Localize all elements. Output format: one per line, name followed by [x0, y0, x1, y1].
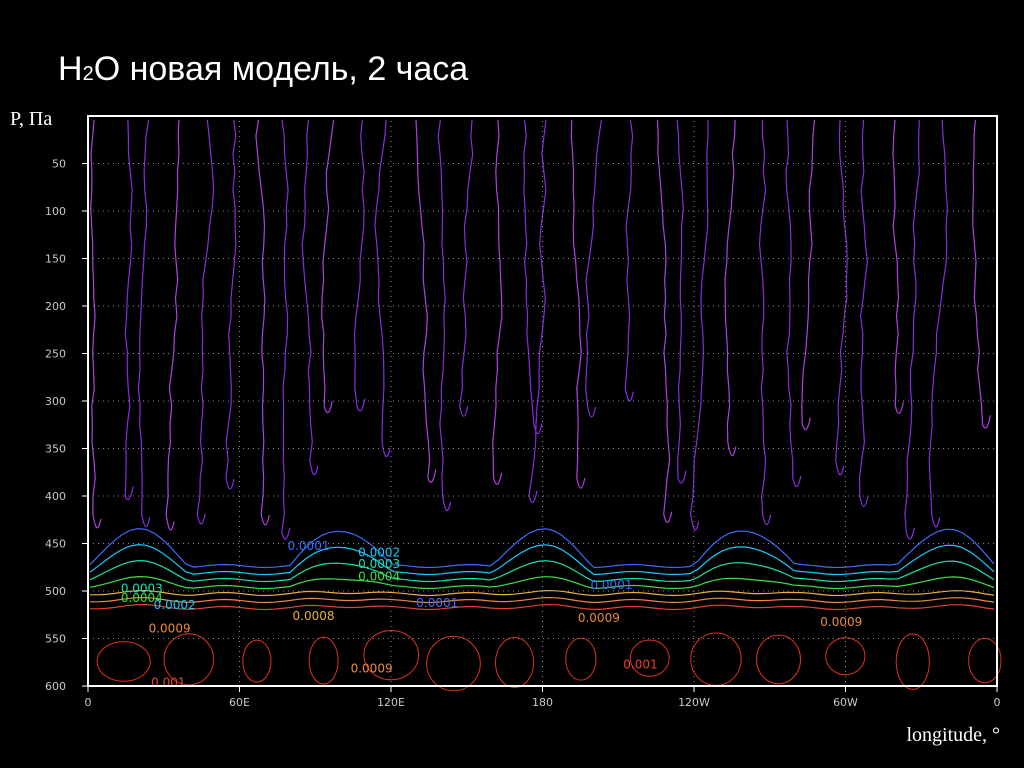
contour-line	[353, 119, 366, 412]
contour-line	[90, 119, 102, 529]
y-axis-label: P, Па	[10, 108, 52, 130]
contour-line	[165, 119, 180, 531]
contour-line	[124, 119, 134, 501]
contour-line	[523, 119, 543, 435]
y-tick-label: 150	[45, 253, 66, 266]
y-tick-label: 250	[45, 348, 66, 361]
contour-label: 0.001	[151, 676, 185, 690]
contour-label: 0.0004	[121, 591, 163, 605]
contour-blob	[308, 636, 339, 685]
contour-label: 0.001	[623, 658, 657, 672]
x-tick-label: 60W	[833, 696, 858, 709]
level-contour	[90, 603, 995, 611]
contour-blob	[426, 635, 481, 692]
contour-label: 0.0001	[416, 596, 458, 610]
contour-line	[437, 119, 452, 511]
y-tick-label: 100	[45, 205, 66, 218]
level-contour	[89, 527, 995, 569]
y-tick-label: 550	[45, 633, 66, 646]
title-part: H	[58, 50, 83, 88]
contour-label: 0.0002	[154, 598, 196, 612]
contour-blob	[825, 637, 866, 676]
contour-blob	[163, 633, 215, 686]
contour-blob	[629, 639, 670, 677]
contour-blob	[565, 637, 597, 681]
contour-line	[724, 119, 737, 456]
contour-label: 0.0009	[149, 622, 191, 636]
x-tick-label: 120E	[377, 696, 405, 709]
x-tick-label: 60E	[229, 696, 250, 709]
contour-line	[196, 119, 215, 525]
contour-label: 0.0003	[358, 557, 400, 571]
x-tick-label: 180	[532, 696, 553, 709]
contour-blob	[363, 629, 420, 681]
contour-blob	[968, 637, 1002, 684]
contour-line	[225, 119, 237, 490]
contour-line	[492, 119, 503, 485]
x-tick-label: 0	[85, 696, 92, 709]
contour-blob	[96, 641, 151, 682]
plot-frame	[87, 115, 998, 687]
contour-label: 0.0009	[351, 661, 393, 675]
contour-label: 0.0002	[358, 546, 400, 560]
contour-label: 0.0001	[590, 578, 632, 592]
contour-line	[835, 119, 848, 476]
slide-title: H2O новая модель, 2 часа	[58, 50, 468, 88]
contour-line	[415, 119, 437, 483]
contour-line	[301, 119, 319, 475]
contour-label: 0.0009	[578, 611, 620, 625]
contour-line	[785, 119, 802, 488]
y-tick-label: 500	[45, 585, 66, 598]
contour-line	[928, 119, 949, 528]
contour-line	[585, 119, 603, 418]
y-tick-label: 200	[45, 300, 66, 313]
y-tick-label: 350	[45, 443, 66, 456]
y-tick-label: 300	[45, 395, 66, 408]
contour-label: 0.0009	[820, 615, 862, 629]
contour-line	[255, 119, 270, 526]
contour-line	[972, 119, 992, 429]
contour-line	[690, 119, 709, 531]
contour-line	[676, 119, 687, 484]
contour-line	[281, 119, 291, 540]
contour-line	[892, 119, 904, 414]
level-contour	[90, 596, 995, 604]
y-tick-label: 400	[45, 490, 66, 503]
contour-line	[459, 119, 474, 417]
contour-blob	[756, 634, 802, 685]
contour-line	[624, 119, 634, 402]
contour-label: 0.0008	[293, 609, 335, 623]
contour-labels: 0.0001 0.00020.00030.00040.00030.00040.00…	[121, 539, 862, 690]
contour-line	[801, 119, 816, 431]
contour-label: 0.0003	[121, 582, 163, 596]
level-contour	[89, 543, 995, 576]
title-part: O новая модель, 2 часа	[94, 50, 469, 88]
contour-line	[758, 119, 772, 526]
contour-lines	[89, 119, 1002, 692]
contour-line	[858, 119, 869, 507]
x-tick-label: 120W	[678, 696, 710, 709]
contour-blob	[242, 639, 272, 683]
title-subscript: 2	[83, 63, 94, 85]
y-tick-label: 600	[45, 680, 66, 693]
level-contour	[90, 589, 995, 597]
contour-line	[570, 119, 586, 489]
contour-line	[320, 119, 335, 414]
x-tick-label: 0	[994, 696, 1001, 709]
contour-label: 0.0001	[287, 539, 329, 553]
y-tick-label: 450	[45, 538, 66, 551]
contour-line	[656, 119, 673, 523]
contour-line	[137, 119, 151, 528]
contour-line	[904, 119, 920, 540]
contour-blob	[895, 633, 930, 690]
contour-label: 0.0004	[358, 569, 400, 583]
contour-blob	[494, 637, 535, 689]
y-tick-label: 50	[52, 158, 66, 171]
x-axis-label: longitude, °	[906, 724, 1000, 746]
contour-line	[374, 119, 391, 458]
